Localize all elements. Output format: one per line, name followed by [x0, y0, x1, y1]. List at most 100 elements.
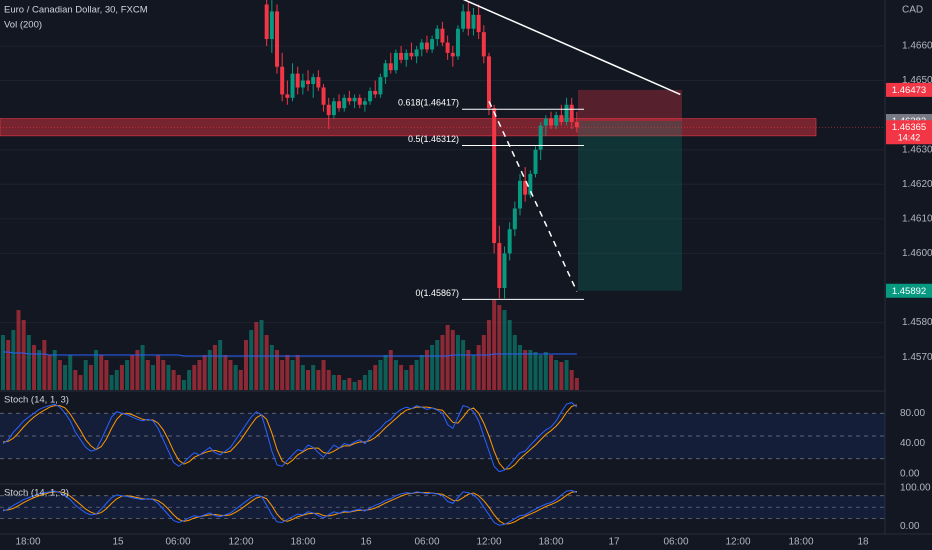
candle-body — [533, 149, 538, 174]
candle-body — [497, 243, 502, 289]
y-tick-label: 1.46000 — [902, 248, 932, 259]
candle-body — [409, 52, 414, 57]
x-tick-label: 06:00 — [165, 537, 190, 548]
candle-body — [543, 118, 548, 126]
candle-body — [404, 52, 409, 60]
volume-bar — [228, 360, 233, 390]
candle-body — [512, 208, 517, 230]
candle-body — [362, 101, 367, 105]
volume-bar — [326, 370, 331, 390]
volume-bar — [104, 360, 109, 390]
candle-body — [321, 87, 326, 105]
candle-body — [347, 97, 352, 102]
candle-body — [419, 42, 424, 50]
stoch-d-line — [2, 491, 577, 525]
volume-bar — [321, 360, 326, 390]
y-tick-label: 1.46600 — [902, 41, 932, 52]
volume-bar — [554, 360, 559, 390]
candle-body — [326, 104, 331, 116]
fib-label: 0.5(1.46312) — [408, 134, 459, 144]
volume-bar — [94, 350, 99, 390]
currency-label: CAD — [902, 5, 923, 16]
candle-body — [414, 49, 419, 57]
candle-body — [331, 101, 336, 116]
x-tick-label: 17 — [608, 537, 620, 548]
volume-bar — [166, 365, 171, 390]
volume-bar — [233, 365, 238, 390]
stoch-tick-label: 0.00 — [900, 521, 920, 532]
candle-body — [559, 115, 564, 123]
volume-bar — [21, 320, 26, 390]
candle-body — [440, 28, 445, 43]
x-tick-label: 18:00 — [788, 537, 813, 548]
price-tag-label: 1.46473 — [892, 85, 926, 96]
y-tick-label: 1.46300 — [902, 144, 932, 155]
candle-body — [393, 52, 398, 71]
volume-bar — [311, 365, 316, 390]
last-price-label: 1.46365 — [892, 122, 926, 133]
candle-body — [528, 173, 533, 195]
candle-body — [445, 42, 450, 53]
x-tick-label: 18:00 — [15, 537, 40, 548]
volume-bar — [497, 305, 502, 390]
volume-bar — [47, 355, 52, 390]
y-tick-label: 1.46100 — [902, 213, 932, 224]
candle-body — [549, 118, 554, 126]
candle-body — [295, 73, 300, 88]
candle-body — [311, 77, 316, 85]
volume-bar — [171, 370, 176, 390]
volume-bar — [430, 345, 435, 390]
candle-body — [373, 90, 378, 95]
fib-label: 0.618(1.46417) — [398, 98, 459, 108]
volume-bar — [264, 335, 269, 390]
volume-bar — [564, 360, 569, 390]
x-tick-label: 15 — [112, 537, 124, 548]
price-tag-label: 1.45892 — [892, 286, 926, 297]
candle-body — [502, 253, 507, 289]
volume-bar — [492, 300, 497, 390]
volume-bar — [140, 345, 145, 390]
volume-bar — [455, 335, 460, 390]
candle-body — [430, 39, 435, 50]
volume-bar — [218, 340, 223, 390]
volume-bar — [368, 370, 373, 390]
volume-bar — [16, 310, 21, 390]
volume-bar — [212, 345, 217, 390]
y-tick-label: 1.45800 — [902, 317, 932, 328]
volume-bar — [399, 365, 404, 390]
candle-body — [507, 229, 512, 254]
volume-bar — [1, 335, 5, 390]
candle-body — [574, 122, 579, 128]
volume-bar — [130, 355, 135, 390]
volume-bar — [306, 370, 311, 390]
stoch-d-line — [2, 404, 578, 470]
volume-ma — [3, 351, 577, 357]
volume-bar — [88, 365, 93, 390]
x-tick-label: 18:00 — [290, 537, 315, 548]
x-tick-label: 18:00 — [538, 537, 563, 548]
volume-bar — [32, 345, 37, 390]
candle-body — [455, 28, 460, 57]
volume-bar — [383, 355, 388, 390]
volume-bar — [192, 365, 197, 390]
candle-body — [342, 97, 347, 109]
volume-bar — [528, 350, 533, 390]
candle-body — [352, 97, 357, 102]
volume-bar — [523, 350, 528, 390]
volume-bar — [181, 380, 186, 390]
volume-bar — [109, 375, 114, 390]
candle-body — [316, 77, 321, 88]
volume-bar — [57, 360, 62, 390]
volume-bar — [512, 335, 517, 390]
candle-body — [435, 28, 440, 40]
volume-bar — [518, 345, 522, 390]
price-tag — [886, 82, 932, 97]
volume-bar — [419, 355, 424, 390]
candle-body — [450, 52, 455, 57]
volume-bar — [135, 350, 140, 390]
candle-body — [518, 180, 522, 209]
volume-bar — [243, 340, 248, 390]
candle-body — [554, 115, 559, 126]
candle-body — [280, 66, 285, 95]
